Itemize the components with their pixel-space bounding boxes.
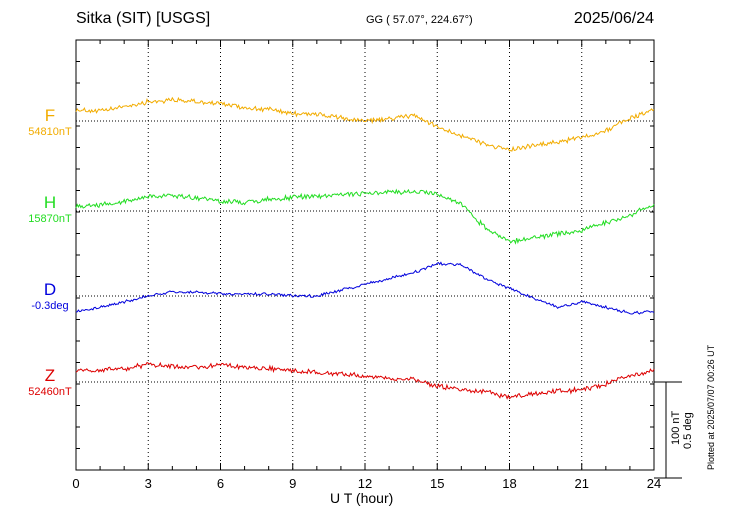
station-title: Sitka (SIT) [USGS]	[76, 10, 211, 27]
panel-name: D	[43, 280, 57, 299]
x-tick-label: 0	[72, 476, 79, 491]
panel-label-z: Z 52460nT	[15, 366, 85, 398]
x-tick-label: 24	[647, 476, 661, 491]
series-line-h	[75, 188, 655, 245]
x-tick-label: 15	[430, 476, 444, 491]
series-line-z	[75, 361, 655, 400]
x-axis-label: U T (hour)	[330, 490, 394, 506]
panel-baseline: 15870nT	[28, 213, 72, 225]
x-tick-labels: 0 3 6 9 12 15 18 21 24	[72, 476, 661, 491]
x-tick-label: 3	[145, 476, 152, 491]
panel-label-h: H 15870nT	[15, 193, 85, 225]
series-line-d	[75, 261, 655, 315]
panel-name: Z	[44, 366, 56, 385]
scale-bar	[654, 381, 682, 479]
panel-name: F	[44, 106, 56, 125]
scale-field-label: 100 nT	[670, 410, 682, 445]
x-tick-label: 9	[289, 476, 296, 491]
scale-angle-label: 0.5 deg	[682, 412, 694, 449]
axis-ticks	[75, 39, 655, 471]
x-tick-label: 6	[217, 476, 224, 491]
series-line-f	[75, 96, 655, 152]
panel-baseline: 54810nT	[28, 126, 72, 138]
x-tick-label: 18	[502, 476, 516, 491]
panel-name: H	[43, 193, 57, 212]
series-group	[75, 96, 655, 400]
panel-baseline: 52460nT	[28, 386, 72, 398]
x-tick-label: 12	[358, 476, 372, 491]
coordinates-label: GG ( 57.07°, 224.67°)	[366, 14, 473, 26]
panel-label-f: F 54810nT	[15, 106, 85, 138]
panel-baseline: -0.3deg	[31, 300, 69, 312]
date-label: 2025/06/24	[573, 10, 654, 27]
x-tick-label: 21	[575, 476, 589, 491]
panel-label-d: D -0.3deg	[15, 280, 85, 312]
scale-labels: 100 nT 0.5 deg	[670, 405, 694, 453]
plotted-timestamp: Plotted at 2025/07/07 00:26 UT	[706, 344, 716, 470]
